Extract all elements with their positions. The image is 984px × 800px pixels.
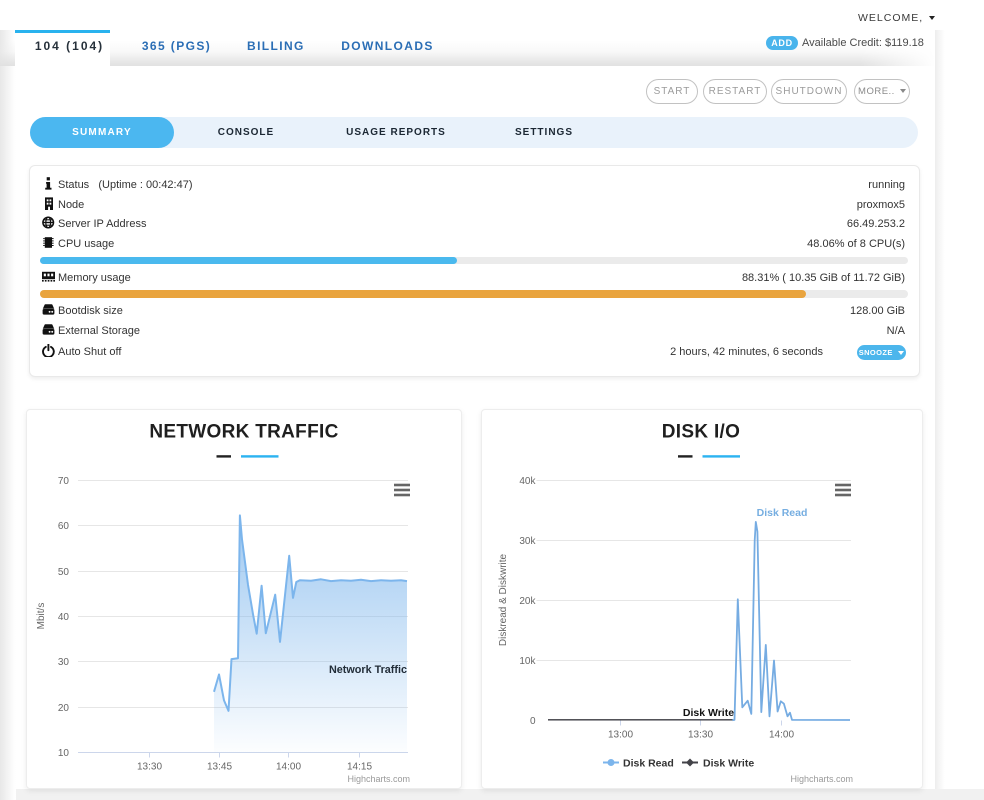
svg-text:14:00: 14:00 <box>769 730 794 741</box>
svg-text:Diskread & Diskwrite: Diskread & Diskwrite <box>498 553 509 646</box>
svg-text:Mbit/s: Mbit/s <box>36 603 47 630</box>
svg-text:NETWORK TRAFFIC: NETWORK TRAFFIC <box>149 422 338 443</box>
svg-text:14:00: 14:00 <box>276 762 301 773</box>
svg-text:Network Traffic: Network Traffic <box>329 664 407 676</box>
svg-text:Disk Read: Disk Read <box>623 758 674 770</box>
svg-text:13:30: 13:30 <box>137 762 162 773</box>
svg-text:Disk Write: Disk Write <box>683 707 734 719</box>
svg-text:10: 10 <box>58 748 70 759</box>
svg-text:40: 40 <box>58 612 70 623</box>
svg-text:10k: 10k <box>519 656 536 667</box>
svg-text:70: 70 <box>58 476 70 487</box>
svg-text:50: 50 <box>58 567 70 578</box>
svg-text:Highcharts.com: Highcharts.com <box>790 774 853 784</box>
svg-text:30: 30 <box>58 657 70 668</box>
svg-text:Disk Write: Disk Write <box>703 758 754 770</box>
svg-text:20: 20 <box>58 703 70 714</box>
svg-text:60: 60 <box>58 521 70 532</box>
svg-text:30k: 30k <box>519 536 536 547</box>
svg-text:14:15: 14:15 <box>347 762 372 773</box>
svg-text:Highcharts.com: Highcharts.com <box>347 774 410 784</box>
svg-text:DISK I/O: DISK I/O <box>662 422 740 443</box>
svg-text:13:45: 13:45 <box>207 762 232 773</box>
svg-text:40k: 40k <box>519 476 536 487</box>
svg-text:0: 0 <box>530 716 536 727</box>
svg-text:Disk Read: Disk Read <box>757 507 808 519</box>
svg-text:13:30: 13:30 <box>688 730 713 741</box>
svg-text:13:00: 13:00 <box>608 730 633 741</box>
svg-text:20k: 20k <box>519 596 536 607</box>
